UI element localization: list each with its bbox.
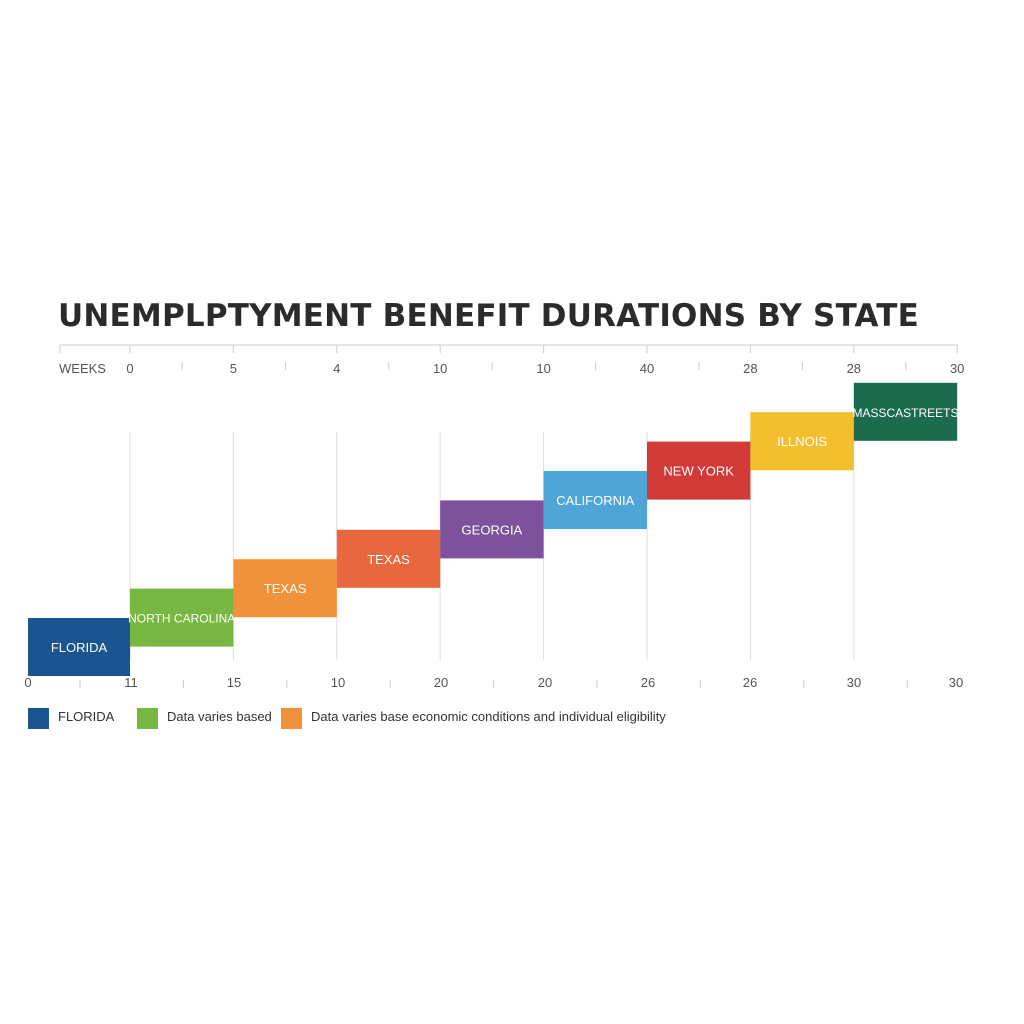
top-axis-tick-label: 5	[230, 361, 237, 376]
bottom-axis-tick-label: 11	[124, 675, 138, 690]
bar-florida	[28, 618, 130, 676]
bar-north-carolina	[130, 588, 234, 647]
bar-label-california: CALIFORNIA	[556, 493, 634, 508]
bottom-axis-tick-label: 0	[24, 675, 31, 690]
bottom-axis-tick-label: 20	[538, 675, 552, 690]
top-axis-tick-label: 10	[536, 361, 550, 376]
bottom-axis-tick-label: 26	[743, 675, 757, 690]
bar-label-texas: TEXAS	[367, 552, 410, 567]
bar-new-york	[647, 441, 751, 500]
legend-swatch-data-varies	[137, 708, 158, 729]
bottom-axis-tick-label: 10	[331, 675, 345, 690]
top-axis-tick-label: 28	[743, 361, 757, 376]
top-axis-tick-label: 40	[640, 361, 654, 376]
bottom-axis-tick-label: 30	[949, 675, 963, 690]
bar-label-texas: TEXAS	[264, 581, 307, 596]
bar-label-illnois: ILLNOIS	[777, 434, 827, 449]
bar-illnois	[750, 412, 854, 471]
top-axis-tick-label: 28	[847, 361, 861, 376]
legend-label-data-varies: Data varies based	[167, 709, 272, 724]
top-axis-label: WEEKS	[59, 361, 106, 376]
bar-label-new-york: NEW YORK	[663, 464, 734, 479]
legend-swatch-economic-conditions	[281, 708, 302, 729]
bar-label-florida: FLORIDA	[51, 640, 108, 655]
bottom-axis-tick-label: 30	[847, 675, 861, 690]
legend-label-economic-conditions: Data varies base economic conditions and…	[311, 709, 666, 724]
bar-masscastreets	[853, 382, 958, 441]
top-axis-tick-label: 0	[126, 361, 133, 376]
top-axis-tick-label: 30	[950, 361, 964, 376]
bar-california	[543, 471, 647, 529]
chart-title: UNEMPLPTYMENT BENEFIT DURATIONS BY STATE	[58, 298, 920, 334]
top-axis-tick-label: 4	[333, 361, 340, 376]
bar-texas	[233, 559, 337, 618]
top-axis-tick-label: 10	[433, 361, 447, 376]
bar-texas	[336, 529, 441, 588]
bar-label-north-carolina: NORTH CAROLINA	[128, 612, 235, 626]
bar-georgia	[440, 500, 544, 559]
legend-label-florida: FLORIDA	[58, 709, 115, 724]
bottom-axis-tick-label: 15	[227, 675, 241, 690]
bar-label-masscastreets: MASSCASTREETS	[852, 406, 958, 420]
bottom-axis-tick-label: 26	[641, 675, 655, 690]
bar-label-georgia: GEORGIA	[462, 522, 523, 537]
legend-swatch-florida	[28, 708, 49, 729]
bottom-axis-tick-label: 20	[434, 675, 448, 690]
